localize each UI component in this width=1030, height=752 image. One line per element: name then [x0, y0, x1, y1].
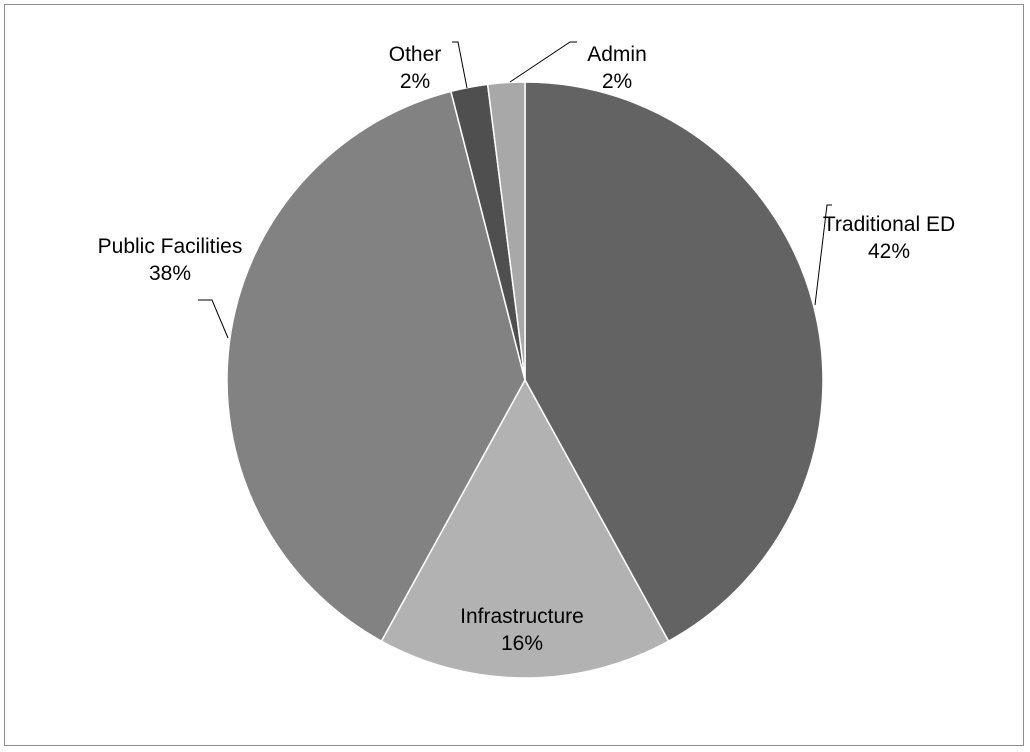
leader-line [814, 204, 832, 306]
value-label: 16% [500, 632, 544, 655]
pie-slice [380, 378, 670, 679]
category-label: Admin [587, 43, 647, 66]
data-label: Traditional ED 42% [799, 211, 979, 265]
category-label: Traditional ED [822, 213, 956, 236]
category-label: Other [388, 43, 442, 66]
leader-line [509, 41, 577, 83]
category-label: Public Facilities [97, 235, 243, 258]
leader-line [452, 41, 468, 89]
value-label: 38% [148, 262, 192, 285]
pie-slice [486, 81, 526, 381]
data-label: Admin 2% [562, 41, 672, 95]
chart-frame [4, 4, 1024, 746]
leader-line [198, 299, 229, 339]
data-label: Other 2% [360, 41, 470, 95]
pie-slice [524, 81, 824, 643]
category-label: Infrastructure [460, 605, 584, 628]
value-label: 42% [867, 240, 911, 263]
pie-slice [226, 90, 526, 643]
data-label: Infrastructure 16% [422, 603, 622, 657]
data-label: Public Facilities 38% [95, 233, 245, 287]
value-label: 2% [601, 70, 633, 93]
value-label: 2% [399, 70, 431, 93]
